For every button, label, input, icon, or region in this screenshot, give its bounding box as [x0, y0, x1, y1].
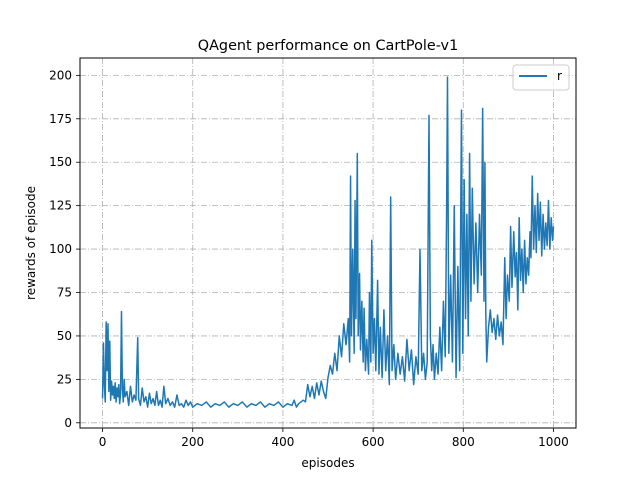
x-tick-label: 800: [452, 435, 475, 449]
y-tick-label: 150: [49, 155, 72, 169]
y-tick-label: 100: [49, 242, 72, 256]
x-tick-label: 400: [271, 435, 294, 449]
series-layer: [101, 76, 555, 408]
y-tick-label: 125: [49, 199, 72, 213]
y-tick-label: 200: [49, 68, 72, 82]
legend-entry-label: r: [557, 69, 562, 83]
x-axis-ticks: 0 200 400 600 800 1000: [99, 428, 569, 449]
chart-title: QAgent performance on CartPole-v1: [198, 38, 458, 54]
y-tick-label: 0: [64, 416, 72, 430]
x-tick-label: 1000: [538, 435, 569, 449]
grid-lines: [80, 58, 576, 428]
x-axis-label: episodes: [301, 456, 354, 470]
x-tick-label: 0: [99, 435, 107, 449]
y-axis-ticks: 0 25 50 75 100 125 150 175 200: [49, 68, 80, 430]
plot-area-frame: [79, 57, 577, 429]
x-tick-label: 200: [181, 435, 204, 449]
y-tick-label: 25: [57, 372, 72, 386]
x-tick-label: 600: [362, 435, 385, 449]
y-tick-label: 75: [57, 286, 72, 300]
legend: r: [512, 64, 570, 91]
y-axis-label: rewards of episode: [24, 186, 38, 300]
series-line-r: [101, 76, 555, 408]
y-tick-label: 175: [49, 112, 72, 126]
legend-box: [512, 64, 570, 91]
y-tick-label: 50: [57, 329, 72, 343]
